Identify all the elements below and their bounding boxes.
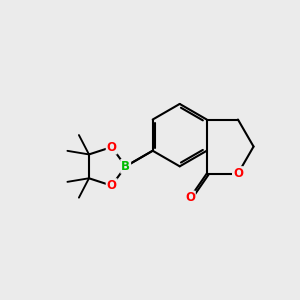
Text: O: O <box>107 141 117 154</box>
Text: O: O <box>185 191 195 205</box>
Text: O: O <box>107 179 117 192</box>
Text: O: O <box>233 167 243 180</box>
Text: B: B <box>121 160 130 173</box>
